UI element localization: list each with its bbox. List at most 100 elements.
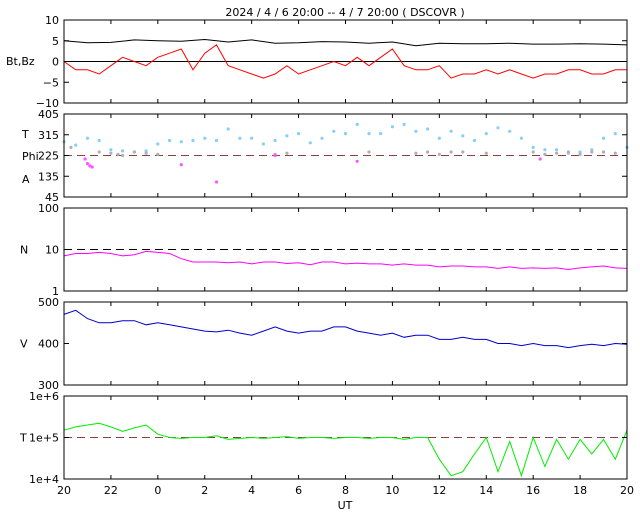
y-tick-label: 10 (45, 244, 59, 257)
data-point (109, 148, 113, 152)
data-point (555, 151, 559, 155)
data-point (437, 152, 441, 156)
data-point (496, 126, 500, 130)
y-tick-label: 45 (45, 191, 59, 204)
y-tick-label: 135 (38, 170, 59, 183)
data-point (543, 152, 547, 156)
y-tick-label: 300 (38, 379, 59, 392)
data-point (367, 132, 371, 136)
data-point (273, 138, 277, 143)
data-point (555, 148, 559, 152)
data-point (379, 132, 383, 136)
data-point (449, 129, 453, 133)
y-tick-label: 0 (52, 56, 59, 69)
data-point (121, 153, 125, 158)
y-axis-label: Phi (22, 150, 39, 163)
data-point (390, 125, 394, 129)
data-point (355, 159, 359, 163)
y-tick-label: 225 (38, 150, 59, 163)
y-tick-label: 5 (52, 35, 59, 48)
data-point (226, 127, 230, 131)
data-point (367, 150, 371, 154)
x-axis-tick-labels: 20 22 0 2 4 6 8 10 12 14 16 18 20 (57, 484, 634, 497)
x-axis-label: UT (338, 499, 353, 512)
y-tick-label: 100 (38, 202, 59, 215)
y-tick-label: 400 (38, 338, 59, 351)
panel-speed: 500 400 300 V (20, 296, 628, 392)
figure-title: 2024 / 4 / 6 20:00 -- 4 / 7 20:00 ( DSCO… (225, 6, 464, 19)
x-tick-label: 22 (104, 484, 118, 497)
data-point (74, 143, 78, 147)
y-axis-label: Bt,Bz (6, 55, 35, 68)
data-point (531, 145, 535, 149)
y-tick-label: 1 (52, 285, 59, 298)
data-point (461, 134, 465, 138)
x-tick-label: 10 (385, 484, 399, 497)
data-point (97, 138, 101, 143)
data-point (613, 132, 617, 136)
data-point (461, 150, 465, 154)
y-tick-label: 405 (38, 108, 59, 121)
data-point (179, 140, 183, 144)
data-point (590, 148, 594, 152)
data-point (156, 142, 160, 146)
data-point (332, 129, 336, 133)
data-point (472, 138, 477, 143)
data-point (285, 134, 289, 138)
data-point (402, 122, 406, 126)
x-tick-label: 4 (248, 484, 255, 497)
x-tick-label: 18 (573, 484, 587, 497)
data-point (426, 127, 430, 131)
data-point (116, 152, 120, 156)
x-tick-label: 20 (57, 484, 71, 497)
data-point (578, 150, 582, 154)
data-point (414, 129, 418, 133)
data-point (484, 151, 488, 155)
data-point (531, 150, 535, 154)
y-axis-label: A (22, 173, 30, 186)
x-tick-label: 14 (479, 484, 493, 497)
data-point (578, 152, 582, 156)
data-point (566, 150, 571, 154)
y-tick-label: 1e+4 (29, 473, 59, 486)
y-axis-label: N (20, 244, 28, 257)
panel-angles: 405 315 225 135 45 T Phi A (21, 108, 629, 204)
data-point (85, 136, 90, 140)
data-point (285, 151, 289, 155)
data-point (90, 165, 94, 169)
series-line-Bt (63, 38, 628, 47)
data-point (85, 162, 90, 166)
y-axis-label: T (21, 128, 29, 141)
data-point (191, 138, 195, 143)
data-point (144, 151, 148, 155)
data-point (88, 164, 92, 168)
data-point (308, 141, 312, 145)
panel-density: 100 10 1 N (20, 202, 628, 298)
data-point (250, 136, 254, 140)
data-point (121, 149, 125, 153)
x-tick-label: 8 (342, 484, 349, 497)
x-tick-label: 12 (432, 484, 446, 497)
data-point (214, 138, 219, 143)
data-point (508, 129, 512, 133)
data-point (144, 149, 148, 153)
data-point (97, 150, 101, 154)
data-point (132, 150, 136, 154)
y-tick-label: 1e+6 (29, 390, 59, 403)
series-line-N (63, 250, 628, 271)
data-point (156, 152, 160, 156)
data-point (179, 163, 183, 167)
data-point (69, 145, 73, 149)
data-point (214, 180, 219, 184)
data-point (484, 132, 488, 136)
data-point (601, 136, 606, 140)
data-point (590, 150, 594, 154)
data-point (414, 151, 418, 155)
data-point (543, 148, 547, 152)
data-point (519, 136, 524, 140)
x-tick-label: 16 (526, 484, 540, 497)
y-tick-label: 315 (38, 129, 59, 142)
data-point (426, 150, 430, 154)
data-point (343, 132, 348, 136)
